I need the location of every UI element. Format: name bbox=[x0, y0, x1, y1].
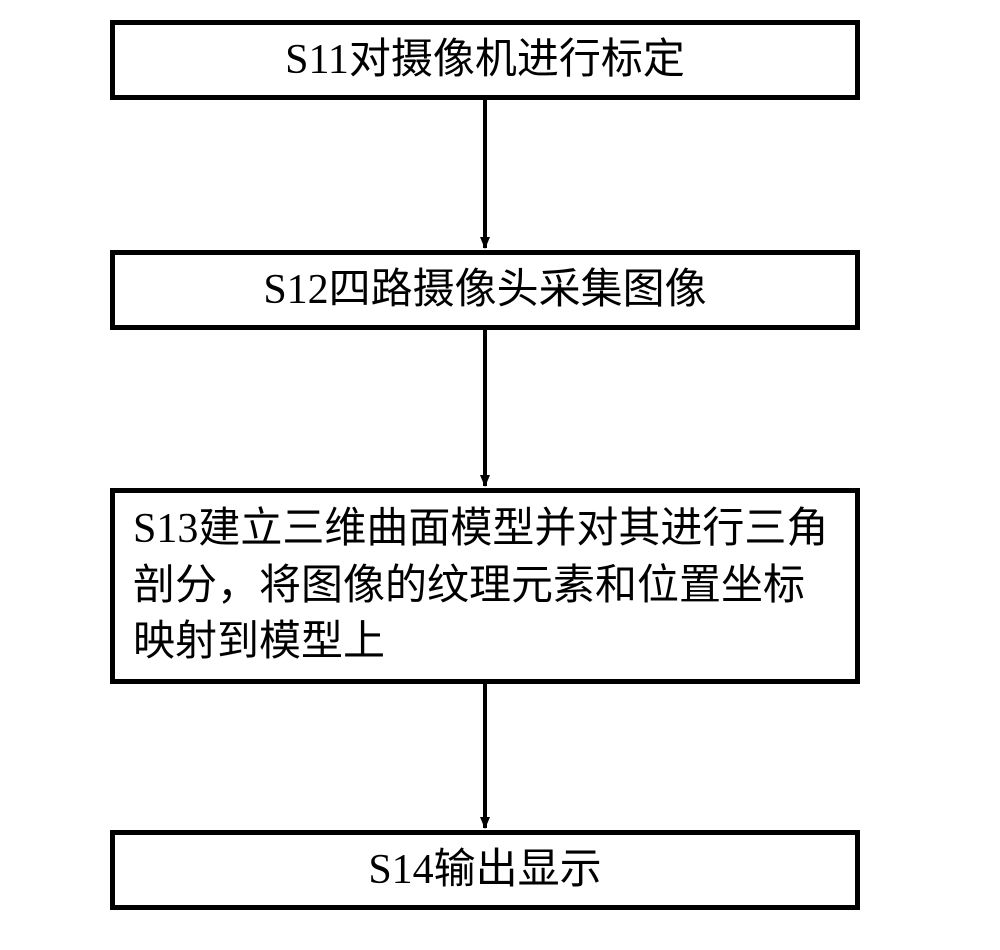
flowchart-canvas: S11对摄像机进行标定 S12四路摄像头采集图像 S13建立三维曲面模型并对其进… bbox=[0, 0, 1000, 950]
flowchart-node-s14: S14输出显示 bbox=[110, 830, 860, 910]
flowchart-node-s12: S12四路摄像头采集图像 bbox=[110, 250, 860, 330]
node-label: S11对摄像机进行标定 bbox=[285, 32, 685, 89]
flowchart-node-s13: S13建立三维曲面模型并对其进行三角剖分，将图像的纹理元素和位置坐标映射到模型上 bbox=[110, 488, 860, 684]
node-label: S13建立三维曲面模型并对其进行三角剖分，将图像的纹理元素和位置坐标映射到模型上 bbox=[133, 501, 837, 671]
node-label: S14输出显示 bbox=[368, 842, 601, 899]
flowchart-edges bbox=[0, 0, 1000, 950]
flowchart-node-s11: S11对摄像机进行标定 bbox=[110, 20, 860, 100]
node-label: S12四路摄像头采集图像 bbox=[263, 262, 706, 319]
